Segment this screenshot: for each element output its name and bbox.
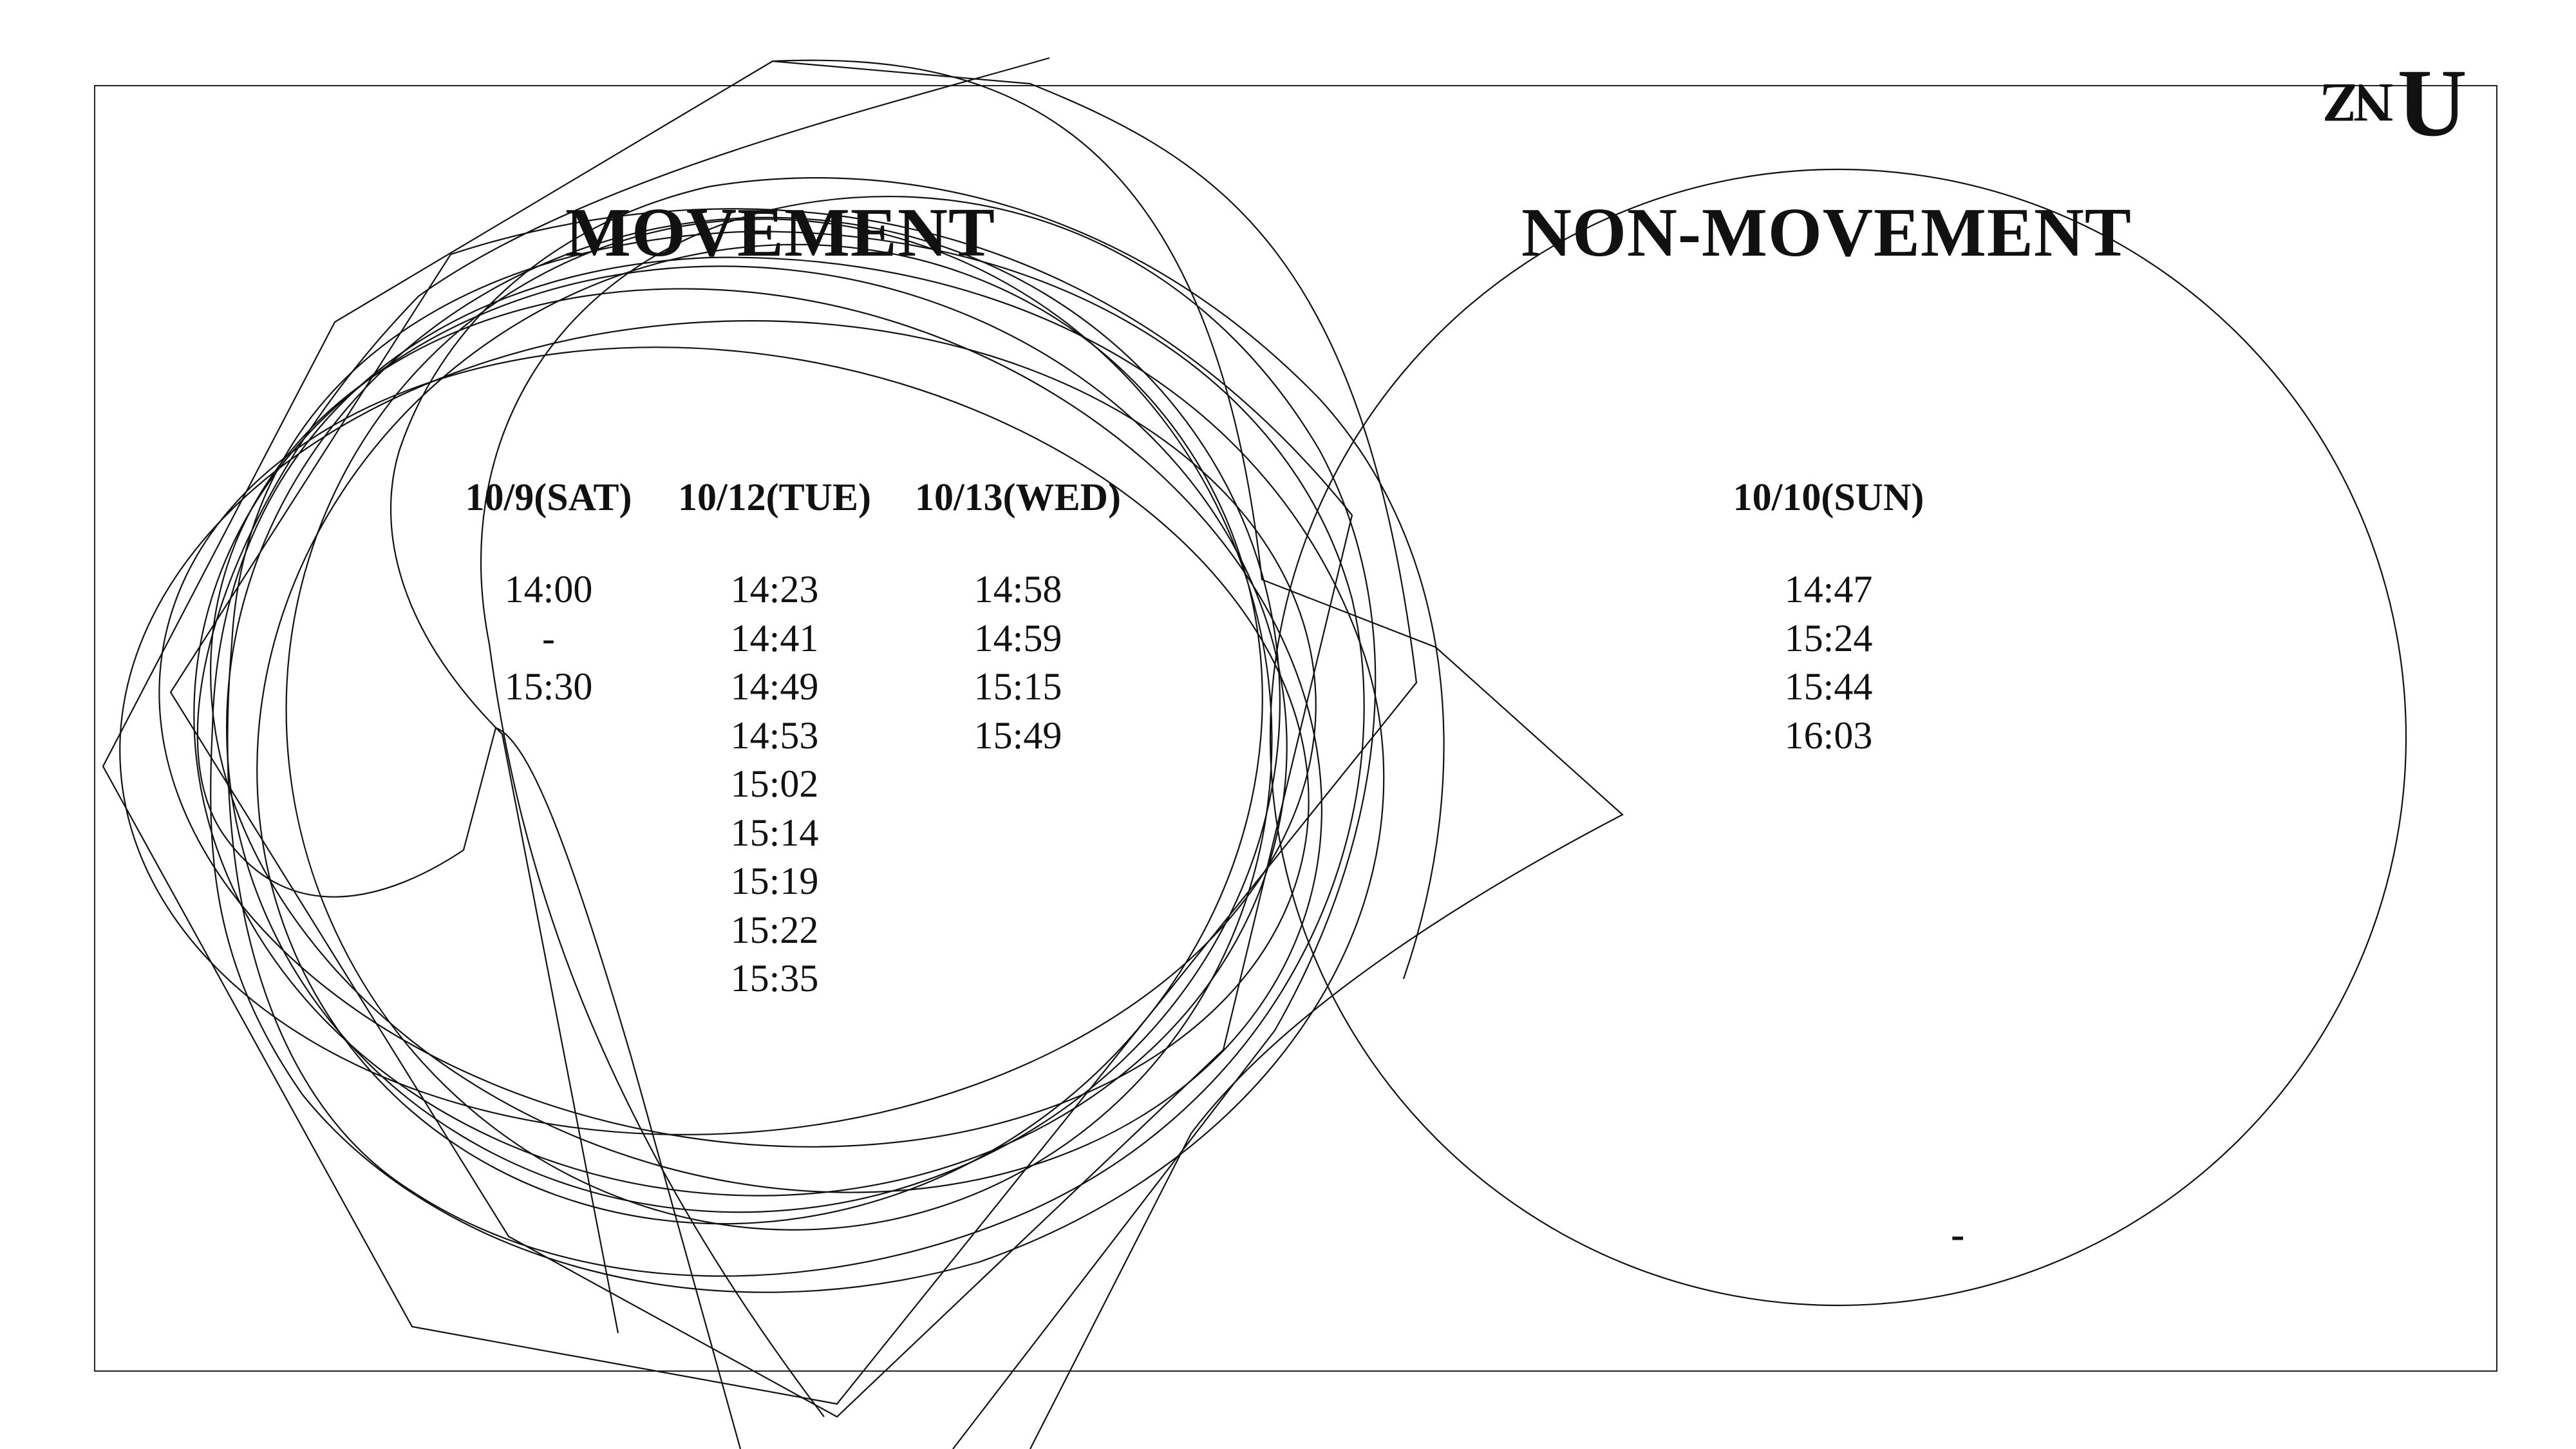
time-entry: 16:03	[1784, 714, 1873, 757]
column-date: 10/10(SUN)	[1733, 476, 1924, 518]
scribble-loop	[119, 320, 1317, 1135]
time-entry: 14:59	[973, 616, 1062, 659]
logo-mark: U	[2397, 50, 2467, 156]
scribble-wobble	[210, 256, 1385, 1293]
scribble-loop	[225, 216, 1281, 1213]
time-entry: 14:47	[1784, 568, 1873, 611]
time-entry: 15:44	[1784, 665, 1873, 708]
time-list: 14:00 - 15:30	[465, 565, 632, 712]
scribble-loop	[193, 265, 1288, 1197]
movement-column-tue: 10/12(TUE) 14:23 14:41 14:49 14:53 15:02…	[678, 470, 871, 1003]
time-entry: 15:49	[973, 714, 1062, 757]
time-entry: 15:19	[730, 860, 819, 902]
scribble-polygon	[480, 195, 1377, 1449]
time-list: 14:58 14:59 15:15 15:49	[915, 565, 1121, 760]
time-entry: 14:00	[504, 568, 593, 611]
non-movement-circle	[1269, 168, 2407, 1307]
scribble-loop	[285, 218, 1273, 1231]
scribble-polygon	[102, 60, 1418, 1405]
time-entry: 15:35	[730, 957, 819, 999]
scribble-polygon	[390, 177, 1445, 1334]
time-entry: 14:58	[973, 568, 1062, 611]
time-entry: 14:41	[730, 616, 819, 659]
movement-title: MOVEMENT	[565, 194, 995, 271]
scribble-loop	[158, 346, 1310, 1148]
scribble-wobble	[227, 231, 1365, 1277]
time-list: 14:23 14:41 14:49 14:53 15:02 15:14 15:1…	[678, 565, 871, 1003]
time-list: 14:47 15:24 15:44 16:03	[1733, 565, 1924, 760]
time-entry: 14:53	[730, 714, 819, 757]
time-entry: 15:02	[730, 762, 819, 805]
non-movement-footer-mark: -	[1951, 1211, 1965, 1257]
column-date: 10/9(SAT)	[465, 476, 632, 518]
time-entry: 15:24	[1784, 616, 1873, 659]
scribble-loop	[209, 288, 1323, 1193]
brand-logo: NZ U	[2324, 45, 2467, 161]
column-date: 10/12(TUE)	[678, 476, 871, 518]
time-entry: 15:22	[730, 908, 819, 951]
movement-column-sat: 10/9(SAT) 14:00 - 15:30	[465, 470, 632, 712]
time-entry: 15:14	[730, 811, 819, 854]
scribble-loop	[256, 243, 1263, 1225]
scribble-polygon	[196, 57, 1050, 1449]
logo-rotated-mark: NZ	[2324, 72, 2394, 134]
time-entry: 14:23	[730, 568, 819, 611]
time-entry: 15:15	[973, 665, 1062, 708]
time-entry: 15:30	[504, 665, 593, 708]
time-entry: 14:49	[730, 665, 819, 708]
non-movement-column-sun: 10/10(SUN) 14:47 15:24 15:44 16:03	[1733, 470, 1924, 760]
time-entry: -	[542, 616, 555, 659]
scribble-polygon	[169, 208, 1353, 1418]
outer-frame	[94, 85, 2497, 1372]
movement-column-wed: 10/13(WED) 14:58 14:59 15:15 15:49	[915, 470, 1121, 760]
scribble-polygon	[772, 59, 1624, 1449]
non-movement-title: NON-MOVEMENT	[1521, 194, 2132, 271]
column-date: 10/13(WED)	[915, 476, 1121, 518]
